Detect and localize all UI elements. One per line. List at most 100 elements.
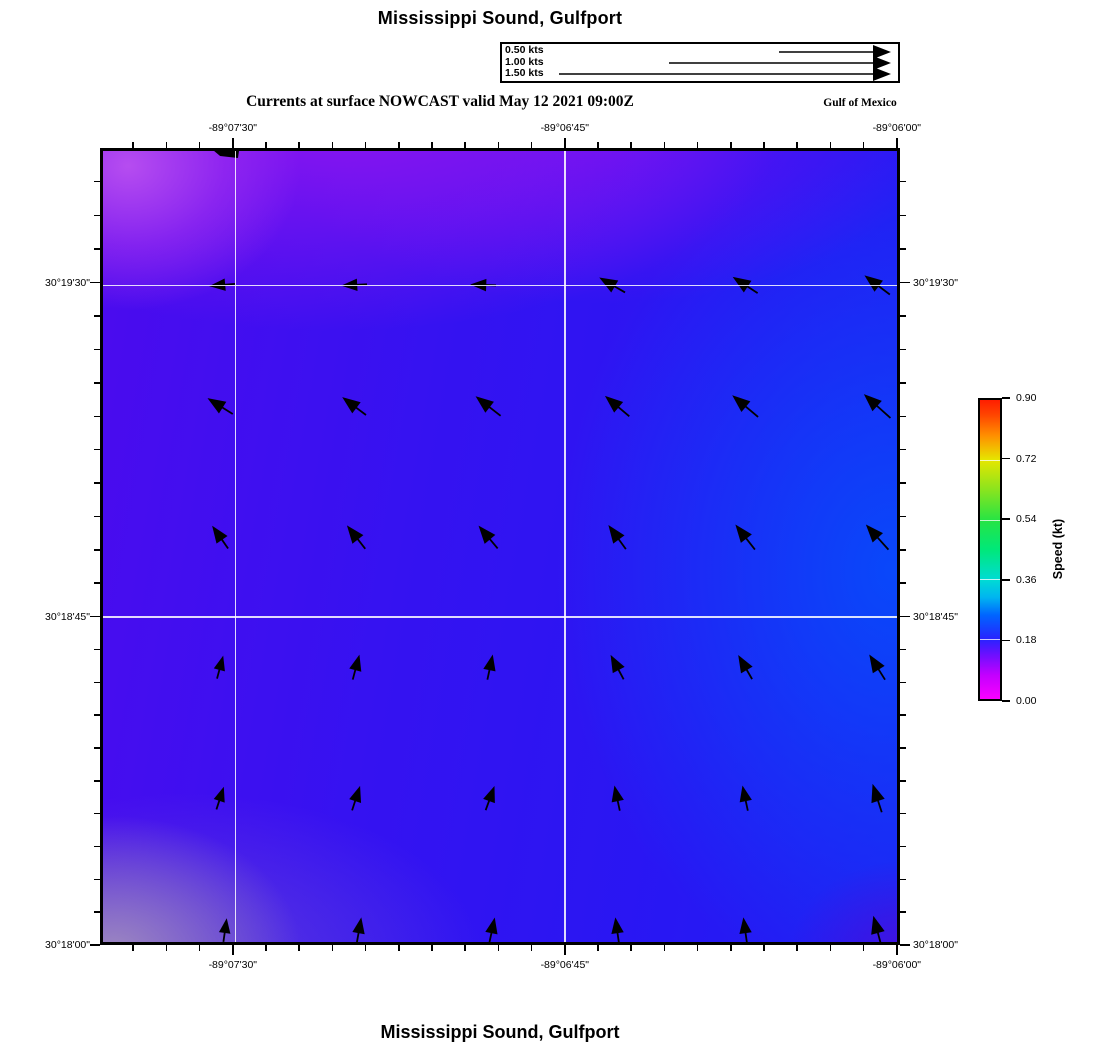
axis-tick-bottom: [298, 945, 300, 951]
current-vector-arrow: [871, 783, 885, 813]
axis-tick-left: [90, 281, 100, 284]
map-plot: [100, 148, 900, 945]
axis-tick-top: [530, 142, 533, 148]
arrow-head: [349, 785, 362, 803]
axis-tick-right: [900, 845, 906, 848]
arrow-head: [207, 398, 227, 414]
arrow-head: [873, 44, 891, 60]
arrow-head: [865, 524, 883, 543]
arrow-head: [213, 786, 225, 803]
arrow-head: [599, 277, 619, 293]
arrow-head: [608, 525, 625, 544]
axis-tick-left: [94, 348, 100, 351]
meridian-gridline: [564, 151, 566, 942]
colorbar-tick: [1002, 397, 1010, 399]
axis-tick-top: [364, 142, 367, 148]
current-vector-arrow: [352, 917, 365, 942]
arrow-tail: [487, 405, 502, 417]
latitude-label-left: 30°18'00": [45, 939, 90, 951]
colorbar-tick: [1002, 579, 1010, 581]
colorbar-tick-label: 0.90: [1016, 392, 1037, 404]
arrow-tail: [616, 405, 630, 417]
axis-tick-right: [900, 482, 906, 484]
axis-tick-left: [94, 214, 100, 217]
axis-tick-right: [900, 747, 906, 749]
current-vector-arrow: [611, 785, 624, 811]
axis-tick-bottom: [630, 945, 632, 951]
arrow-tail: [875, 535, 890, 551]
arrow-head: [864, 275, 883, 292]
axis-tick-bottom: [132, 945, 134, 951]
axis-tick-top: [232, 138, 234, 148]
current-vector-arrow: [608, 525, 627, 550]
colorbar-interior-line: [980, 459, 1000, 461]
legend-scale-arrows: [559, 44, 891, 81]
axis-tick-right: [900, 448, 906, 451]
axis-tick-right: [900, 315, 906, 317]
arrow-tail: [875, 404, 892, 419]
colorbar-tick-label: 0.54: [1016, 513, 1037, 526]
axis-tick-right: [900, 944, 910, 946]
current-vector-arrow: [478, 525, 499, 550]
arrow-tail: [612, 284, 626, 294]
axis-tick-top: [862, 142, 865, 148]
axis-tick-top: [796, 142, 798, 148]
axis-tick-left: [94, 780, 100, 782]
axis-tick-bottom: [730, 945, 732, 951]
axis-tick-bottom: [165, 945, 168, 951]
arrow-head: [212, 525, 228, 544]
legend-arrow-0.5: [779, 44, 891, 60]
axis-tick-right: [900, 582, 906, 584]
axis-tick-bottom: [896, 945, 898, 955]
axis-tick-top: [829, 142, 832, 148]
axis-tick-bottom: [696, 945, 699, 951]
colorbar-interior-line: [980, 579, 1000, 581]
colorbar-tick-label: 0.36: [1016, 573, 1037, 586]
arrow-tail: [354, 405, 367, 416]
arrow-tail: [876, 284, 891, 296]
axis-tick-bottom: [464, 945, 466, 951]
axis-tick-left: [94, 180, 100, 183]
axis-tick-left: [94, 681, 100, 684]
current-vector-arrow: [218, 918, 231, 942]
arrow-tail: [745, 667, 753, 680]
axis-tick-right: [900, 214, 906, 217]
axis-tick-top: [298, 142, 300, 148]
colorbar-tick-label: 0.72: [1016, 452, 1037, 465]
arrow-head: [218, 918, 231, 934]
latitude-label-right: 30°19'30": [913, 276, 958, 289]
arrow-head: [732, 276, 752, 293]
axis-tick-right: [900, 911, 906, 913]
arrow-head: [738, 655, 753, 674]
legend-label-150: 1.50 kts: [505, 67, 544, 79]
axis-tick-top: [165, 142, 168, 148]
current-vector-arrow: [483, 654, 496, 680]
colorbar-interior-line: [980, 519, 1000, 521]
arrow-tail: [743, 404, 759, 418]
longitude-label-bottom: -89°06'45": [540, 959, 590, 971]
axis-tick-bottom: [265, 945, 267, 951]
arrow-head: [611, 917, 624, 935]
axis-tick-left: [94, 714, 100, 716]
axis-tick-left: [94, 911, 100, 913]
axis-tick-bottom: [597, 945, 599, 951]
arrow-head: [346, 525, 364, 544]
axis-tick-bottom: [663, 945, 666, 951]
axis-tick-bottom: [763, 945, 765, 951]
arrow-head: [475, 396, 494, 413]
current-vector-arrow: [207, 398, 234, 415]
axis-tick-right: [900, 714, 906, 716]
axis-tick-left: [94, 812, 100, 815]
arrow-head: [871, 915, 885, 935]
current-vectors-layer: [207, 151, 892, 942]
arrow-head: [213, 655, 225, 672]
axis-tick-top: [132, 142, 134, 148]
axis-tick-bottom: [564, 945, 566, 955]
arrow-head: [873, 55, 891, 71]
axis-tick-left: [94, 315, 100, 317]
legend-arrow-1.5: [559, 66, 891, 81]
axis-tick-bottom: [364, 945, 367, 951]
arrow-head: [873, 66, 891, 81]
arrow-tail: [488, 537, 499, 550]
axis-tick-bottom: [530, 945, 533, 951]
